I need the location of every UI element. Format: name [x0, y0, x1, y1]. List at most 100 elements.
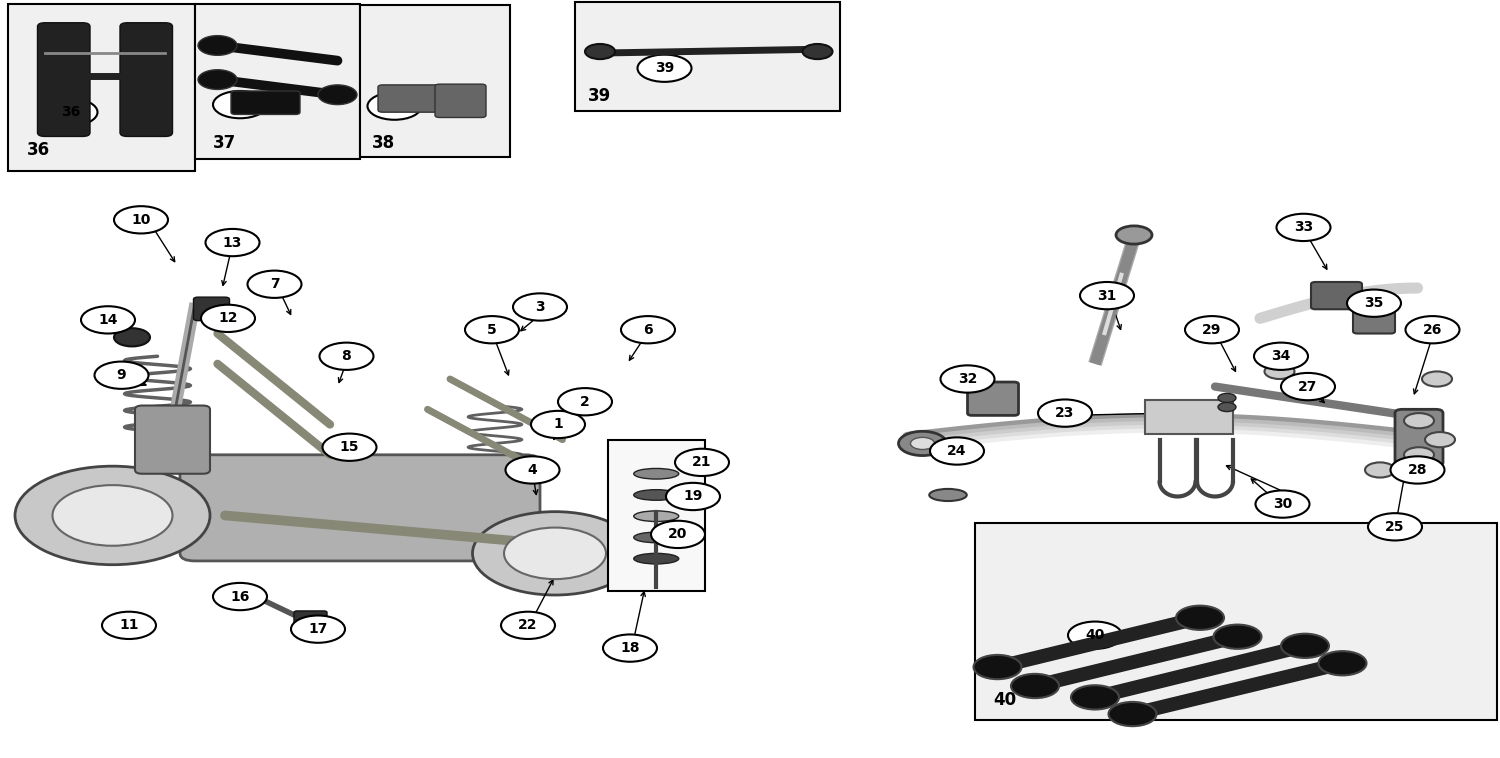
Text: 13: 13 [224, 236, 242, 249]
Circle shape [1404, 447, 1434, 462]
Text: 3: 3 [536, 300, 544, 314]
Circle shape [675, 449, 729, 476]
FancyBboxPatch shape [195, 4, 360, 159]
Text: 1: 1 [554, 418, 562, 431]
Circle shape [94, 362, 148, 389]
Circle shape [318, 85, 357, 105]
Ellipse shape [633, 468, 678, 479]
Text: 35: 35 [1365, 296, 1383, 310]
Circle shape [114, 206, 168, 233]
Text: 30: 30 [1274, 497, 1292, 511]
Circle shape [472, 512, 638, 595]
FancyBboxPatch shape [574, 2, 840, 111]
Text: 38: 38 [386, 99, 404, 113]
Circle shape [638, 55, 692, 82]
FancyBboxPatch shape [180, 455, 540, 561]
Text: 37: 37 [213, 133, 236, 152]
FancyBboxPatch shape [294, 611, 327, 631]
Text: 19: 19 [684, 490, 702, 503]
Circle shape [1264, 364, 1294, 379]
Text: 12: 12 [219, 312, 237, 325]
Ellipse shape [928, 489, 966, 501]
Text: 33: 33 [1294, 221, 1312, 234]
FancyBboxPatch shape [1311, 282, 1362, 309]
Circle shape [1038, 399, 1092, 427]
Circle shape [1276, 214, 1330, 241]
Circle shape [1116, 226, 1152, 244]
Circle shape [213, 91, 267, 118]
Text: 23: 23 [1056, 406, 1074, 420]
Text: 6: 6 [644, 323, 652, 337]
Circle shape [1254, 343, 1308, 370]
Circle shape [1218, 402, 1236, 412]
Circle shape [1108, 702, 1156, 726]
Text: 25: 25 [1386, 520, 1404, 534]
Circle shape [898, 431, 946, 456]
Circle shape [1404, 413, 1434, 428]
Text: 36: 36 [27, 141, 50, 159]
Circle shape [974, 655, 1022, 679]
Circle shape [940, 365, 994, 393]
Circle shape [531, 411, 585, 438]
Ellipse shape [633, 490, 678, 500]
Text: 27: 27 [1299, 380, 1317, 393]
Circle shape [1425, 432, 1455, 447]
Circle shape [322, 434, 376, 461]
FancyBboxPatch shape [194, 297, 230, 321]
Ellipse shape [633, 553, 678, 564]
Text: 21: 21 [692, 456, 711, 469]
FancyBboxPatch shape [135, 406, 210, 474]
Text: 32: 32 [958, 372, 976, 386]
Text: 26: 26 [1424, 323, 1442, 337]
FancyBboxPatch shape [1395, 409, 1443, 466]
FancyBboxPatch shape [120, 23, 172, 136]
Circle shape [368, 92, 422, 120]
Circle shape [666, 483, 720, 510]
FancyBboxPatch shape [360, 5, 510, 157]
Circle shape [1176, 606, 1224, 630]
Circle shape [1068, 622, 1122, 649]
Text: 38: 38 [372, 133, 394, 152]
Text: 11: 11 [120, 619, 138, 632]
Text: 9: 9 [117, 368, 126, 382]
Text: 10: 10 [132, 213, 150, 227]
Circle shape [1011, 674, 1059, 698]
Circle shape [248, 271, 302, 298]
Circle shape [1214, 625, 1261, 649]
Circle shape [651, 521, 705, 548]
Text: 2: 2 [580, 395, 590, 409]
Circle shape [198, 36, 237, 55]
Text: 39: 39 [656, 61, 674, 75]
Circle shape [506, 456, 560, 484]
Circle shape [102, 612, 156, 639]
Text: 18: 18 [621, 641, 639, 655]
FancyBboxPatch shape [968, 382, 1018, 415]
FancyBboxPatch shape [1144, 400, 1233, 434]
Circle shape [1368, 513, 1422, 540]
Circle shape [291, 615, 345, 643]
Text: 15: 15 [339, 440, 360, 454]
Circle shape [114, 328, 150, 346]
FancyBboxPatch shape [435, 84, 486, 117]
Text: 7: 7 [270, 277, 279, 291]
Text: 29: 29 [1203, 323, 1221, 337]
Circle shape [1347, 290, 1401, 317]
Text: 16: 16 [231, 590, 249, 603]
Circle shape [501, 612, 555, 639]
Text: 40: 40 [993, 691, 1016, 709]
FancyBboxPatch shape [378, 85, 440, 112]
Text: 24: 24 [948, 444, 966, 458]
Circle shape [1218, 393, 1236, 402]
Circle shape [802, 44, 832, 59]
Circle shape [213, 583, 267, 610]
Circle shape [15, 466, 210, 565]
Circle shape [621, 316, 675, 343]
Circle shape [1281, 373, 1335, 400]
Circle shape [81, 306, 135, 334]
Circle shape [198, 70, 237, 89]
Circle shape [465, 316, 519, 343]
Text: 34: 34 [1272, 349, 1290, 363]
Text: 31: 31 [1098, 289, 1116, 302]
Text: 22: 22 [519, 619, 537, 632]
Circle shape [1422, 371, 1452, 387]
